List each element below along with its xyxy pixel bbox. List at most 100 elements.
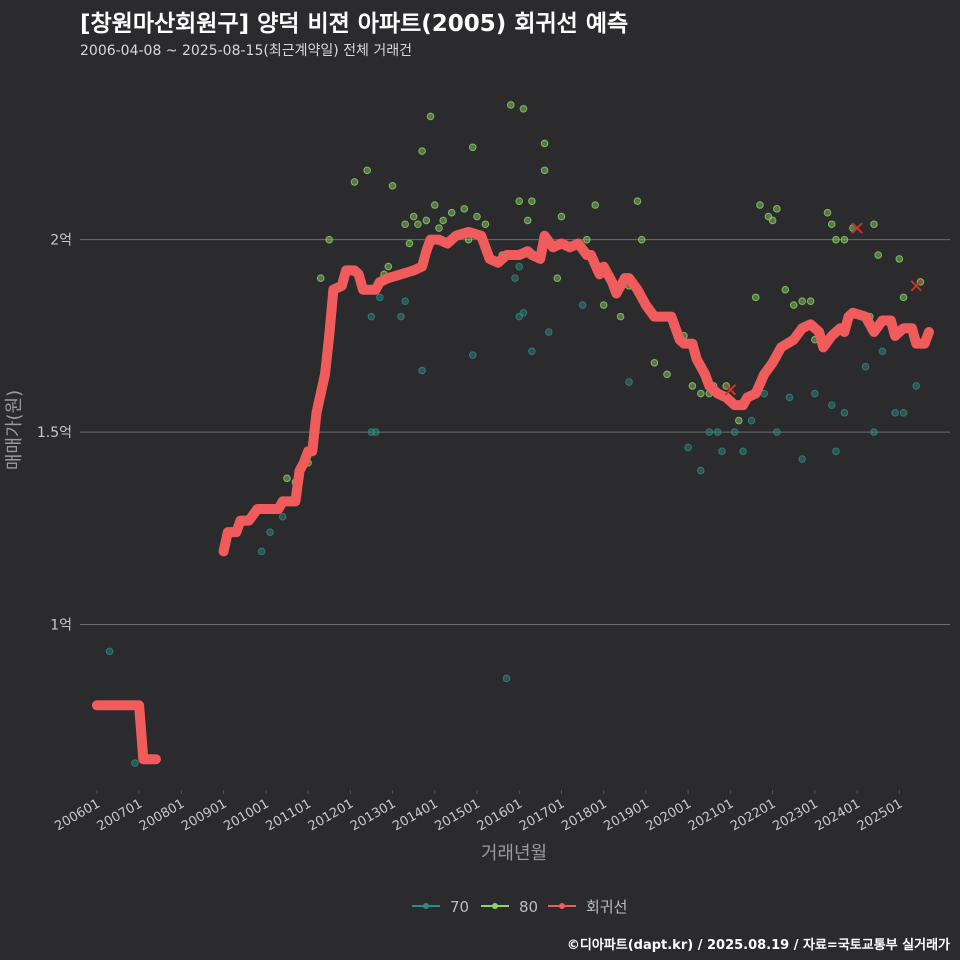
- data-point-70: [578, 301, 587, 309]
- data-point-70: [515, 262, 524, 271]
- data-point-70: [544, 328, 553, 336]
- data-point-80: [435, 224, 443, 232]
- data-point-70: [418, 366, 426, 375]
- data-point-70: [840, 409, 849, 417]
- data-point-70: [718, 447, 726, 456]
- data-point-70: [401, 297, 409, 306]
- data-point-80: [481, 220, 490, 229]
- data-point-70: [891, 409, 899, 417]
- x-tick-label: 201501: [433, 796, 483, 834]
- data-point-80: [473, 212, 481, 221]
- data-point-70: [511, 274, 519, 282]
- data-point-80: [460, 205, 469, 213]
- data-point-80: [418, 147, 426, 155]
- data-point-70: [739, 447, 747, 456]
- data-point-80: [870, 220, 878, 229]
- data-point-70: [870, 428, 878, 436]
- grid-lines: [80, 239, 950, 626]
- x-tick-label: 200901: [179, 796, 229, 834]
- data-point-70: [397, 312, 405, 321]
- data-point-70: [785, 393, 794, 402]
- data-point-80: [663, 370, 671, 379]
- outlier-marker: [851, 222, 863, 234]
- data-point-80: [414, 220, 422, 229]
- legend-dot: [559, 903, 565, 909]
- data-point-70: [468, 351, 477, 359]
- data-point-80: [439, 216, 448, 225]
- data-point-70: [376, 293, 384, 302]
- x-tick-label: 201601: [475, 796, 525, 834]
- y-tick-label: 2억: [50, 233, 72, 249]
- data-point-80: [557, 212, 566, 221]
- x-tick-label: 202501: [855, 796, 905, 834]
- x-tick-label: 200601: [52, 796, 102, 834]
- x-tick-label: 201101: [264, 796, 314, 834]
- y-tick-labels: 1억 1.5억 2억: [37, 233, 72, 634]
- x-tick-label: 202401: [813, 796, 863, 834]
- data-point-80: [599, 301, 608, 309]
- data-point-80: [798, 297, 806, 306]
- data-point-80: [409, 212, 418, 221]
- data-point-70: [502, 674, 511, 683]
- data-point-80: [426, 112, 435, 121]
- data-point-80: [840, 235, 849, 244]
- x-tick-label: 200801: [137, 796, 187, 834]
- data-point-80: [633, 197, 642, 205]
- legend-label: 회귀선: [586, 898, 627, 916]
- outlier-markers: [724, 222, 922, 396]
- y-tick-label: 1.5억: [37, 425, 72, 441]
- data-point-80: [384, 262, 393, 271]
- x-tick-label: 201801: [559, 796, 609, 834]
- data-point-80: [553, 274, 562, 282]
- data-point-80: [806, 297, 815, 306]
- data-point-70: [528, 347, 536, 356]
- y-axis-title: 매매가(원): [4, 390, 25, 470]
- data-point-80: [515, 197, 524, 205]
- data-point-70: [367, 312, 376, 321]
- data-point-80: [363, 166, 371, 175]
- data-point-80: [528, 197, 536, 205]
- legend-dot: [492, 903, 498, 909]
- chart-title: [창원마산회원구] 양덕 비젼 아파트(2005) 회귀선 예측: [80, 11, 629, 37]
- data-point-80: [823, 208, 832, 217]
- x-tick-label: 201201: [306, 796, 356, 834]
- data-point-70: [278, 512, 287, 521]
- legend-label: 70: [450, 898, 469, 916]
- data-point-80: [781, 285, 790, 294]
- data-point-70: [912, 382, 921, 390]
- regression-segment: [91, 700, 161, 765]
- data-point-80: [789, 301, 798, 309]
- x-tick-label: 201901: [601, 796, 651, 834]
- data-point-80: [688, 382, 697, 390]
- data-point-80: [540, 166, 549, 175]
- legend: 70 80 회귀선: [412, 898, 627, 916]
- data-point-80: [827, 220, 836, 229]
- data-point-80: [325, 235, 333, 244]
- data-point-80: [388, 181, 397, 190]
- data-point-70: [684, 443, 692, 452]
- data-point-80: [422, 216, 431, 225]
- data-point-70: [899, 409, 908, 417]
- data-point-80: [697, 389, 705, 398]
- data-point-80: [650, 359, 659, 367]
- data-point-70: [798, 455, 806, 463]
- x-tick-label: 201001: [221, 796, 271, 834]
- x-tick-label: 201701: [517, 796, 567, 834]
- regression-line: [91, 226, 934, 765]
- legend-dot: [423, 903, 429, 909]
- x-tick-label: 201301: [348, 796, 398, 834]
- data-point-80: [735, 416, 743, 425]
- data-point-70: [519, 308, 528, 317]
- y-tick-label: 1억: [50, 618, 72, 634]
- x-tick-label: 202201: [728, 796, 778, 834]
- data-point-70: [705, 428, 714, 436]
- outlier-marker: [724, 384, 737, 396]
- x-axis-title: 거래년월: [481, 843, 547, 864]
- data-point-80: [540, 139, 549, 148]
- data-point-80: [768, 216, 777, 225]
- x-tick-label: 202301: [770, 796, 820, 834]
- data-point-80: [773, 205, 781, 213]
- data-point-80: [899, 293, 908, 302]
- data-point-80: [405, 239, 414, 248]
